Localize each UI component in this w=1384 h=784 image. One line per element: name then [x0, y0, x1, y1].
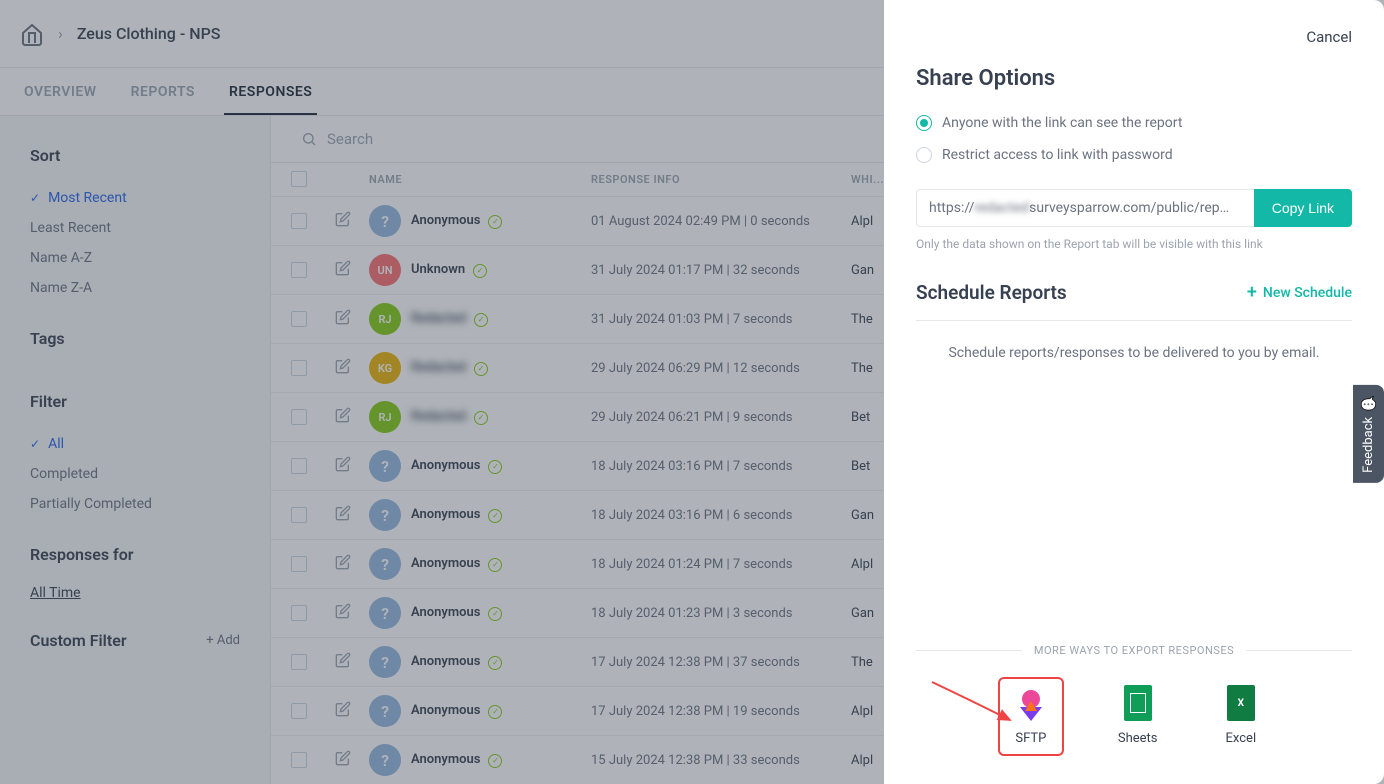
export-sheets[interactable]: Sheets [1104, 677, 1172, 756]
copy-link-button[interactable]: Copy Link [1254, 189, 1352, 227]
sheets-icon [1124, 685, 1152, 721]
export-excel[interactable]: X Excel [1212, 677, 1271, 756]
radio-restrict[interactable]: Restrict access to link with password [916, 147, 1352, 163]
chat-icon: 💬 [1361, 395, 1376, 411]
share-url-input[interactable]: https://redactedsurveysparrow.com/public… [916, 189, 1254, 227]
schedule-heading: Schedule Reports [916, 281, 1067, 304]
cancel-button[interactable]: Cancel [1306, 28, 1352, 46]
radio-anyone[interactable]: Anyone with the link can see the report [916, 115, 1352, 131]
export-heading: MORE WAYS TO EXPORT RESPONSES [916, 644, 1352, 657]
sftp-icon [1014, 687, 1048, 721]
new-schedule-button[interactable]: +New Schedule [1247, 282, 1352, 303]
panel-title: Share Options [916, 66, 1352, 91]
excel-icon: X [1227, 685, 1255, 721]
feedback-tab[interactable]: Feedback 💬 [1353, 385, 1384, 483]
link-note: Only the data shown on the Report tab wi… [916, 237, 1352, 251]
schedule-empty-text: Schedule reports/responses to be deliver… [916, 345, 1352, 361]
share-panel: Cancel Share Options Anyone with the lin… [884, 0, 1384, 784]
export-sftp[interactable]: SFTP [998, 677, 1064, 756]
